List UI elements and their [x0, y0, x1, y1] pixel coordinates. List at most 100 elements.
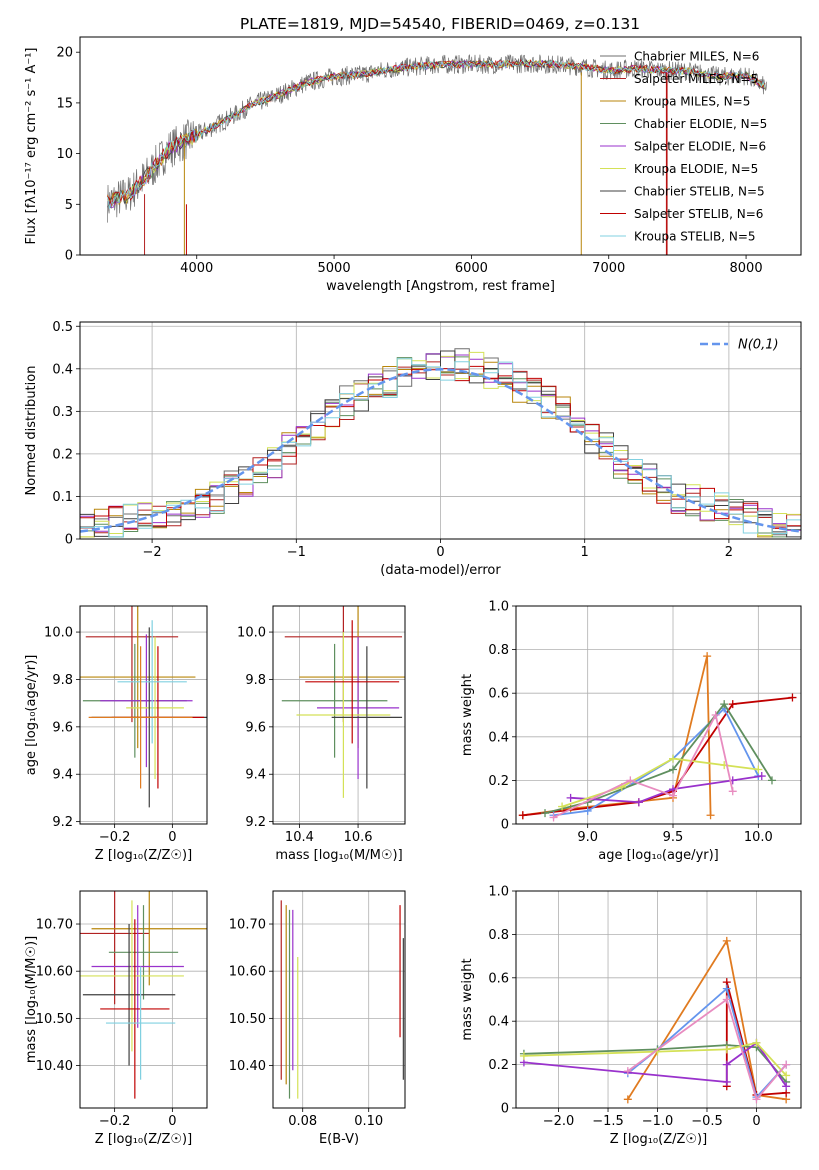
weight-series-line [627, 998, 787, 1102]
y-tick-label: 0.2 [52, 447, 73, 462]
axes-frame [272, 605, 406, 825]
x-tick-label: −1.5 [592, 1114, 624, 1129]
weight-point-marker [722, 1060, 731, 1069]
plot-area [519, 936, 791, 1104]
x-tick-label: 9.5 [663, 830, 684, 845]
weight-point-marker [782, 1060, 791, 1069]
weight-point-marker [782, 1071, 791, 1080]
histogram-series [80, 358, 801, 538]
x-axis-label: mass [log₁₀(M/M☉)] [275, 848, 402, 863]
weight-point-marker [754, 765, 763, 774]
x-tick-label: 9.0 [577, 830, 598, 845]
legend-label: Chabrier STELIB, N=5 [634, 185, 765, 199]
y-tick-label: 0 [65, 533, 73, 548]
x-axis-label: age [log₁₀(age/yr)] [598, 848, 719, 863]
y-tick-label: 10.60 [229, 965, 266, 980]
weight-point-marker [752, 1038, 761, 1047]
weight-point-marker [788, 693, 797, 702]
axes-frame [79, 890, 208, 1109]
weight-point-marker [583, 806, 592, 815]
x-tick-label: −0.5 [691, 1114, 723, 1129]
x-tick-label: 10.6 [344, 830, 373, 845]
y-tick-label: 9.8 [245, 673, 266, 688]
y-tick-label: 20 [56, 46, 73, 61]
y-tick-label: 10.50 [229, 1012, 266, 1027]
x-tick-label: −2.0 [543, 1114, 575, 1129]
plot-area [80, 891, 207, 1099]
y-tick-label: 9.6 [52, 720, 73, 735]
y-tick-label: 10.0 [237, 626, 266, 641]
weight-point-marker [669, 765, 678, 774]
plot-area [280, 900, 404, 1099]
weight-series-line [725, 981, 787, 1096]
x-tick-label: 6000 [455, 261, 488, 276]
y-tick-label: 9.6 [245, 720, 266, 735]
y-axis-label: mass [log₁₀(M/M☉)] [24, 936, 39, 1063]
y-tick-label: 9.4 [245, 768, 266, 783]
axes-frame [515, 605, 802, 825]
y-tick-label: 10.70 [229, 918, 266, 933]
axes-frame [79, 36, 802, 256]
plot-area [80, 606, 207, 808]
x-tick-label: 7000 [592, 261, 625, 276]
weight-point-marker [558, 802, 567, 811]
legend-label: Kroupa MILES, N=5 [634, 95, 750, 109]
x-axis-label: wavelength [Angstrom, rest frame] [326, 279, 555, 294]
axes-frame [272, 890, 406, 1109]
gaussian-curve [80, 368, 801, 533]
chart-age-vs-Z: −0.2 0 9.2 9.4 9.6 9.8 10.0 Z [log₁₀(Z/Z☉)] age … [24, 605, 208, 863]
y-tick-label: 1.0 [488, 885, 509, 900]
x-tick-label: 4000 [180, 261, 213, 276]
y-tick-label: 0.2 [488, 1058, 509, 1073]
plot-area [518, 652, 797, 822]
y-tick-label: 0 [501, 1102, 509, 1117]
x-tick-label: −0.2 [99, 830, 131, 845]
legend-label: Kroupa ELODIE, N=5 [634, 162, 758, 176]
weight-point-marker [782, 1082, 791, 1091]
weight-point-marker [767, 776, 776, 785]
y-axis-label: mass weight [460, 958, 475, 1040]
y-tick-label: 0.5 [52, 320, 73, 335]
x-tick-label: 2 [725, 545, 733, 560]
plot-area [281, 606, 405, 798]
weight-point-marker [722, 995, 731, 1004]
y-tick-label: 10.40 [229, 1059, 266, 1074]
y-tick-label: 10.0 [44, 626, 73, 641]
weight-point-marker [669, 754, 678, 763]
y-axis-label: age [log₁₀(age/yr)] [24, 655, 39, 776]
x-tick-label: 0 [436, 545, 444, 560]
x-tick-label: −0.2 [99, 1114, 131, 1129]
y-tick-label: 0.4 [52, 362, 73, 377]
x-axis-label: E(B-V) [319, 1132, 359, 1147]
weight-point-marker [549, 813, 558, 822]
x-tick-label: 10.0 [744, 830, 773, 845]
y-tick-label: 0.6 [488, 687, 509, 702]
x-tick-label: −1 [287, 545, 306, 560]
y-tick-label: 10.70 [36, 918, 73, 933]
weight-point-marker [728, 787, 737, 796]
y-tick-label: 0.8 [488, 928, 509, 943]
plot-area [80, 348, 801, 538]
legend-label: Kroupa STELIB, N=5 [634, 230, 756, 244]
y-tick-label: 9.4 [52, 768, 73, 783]
weight-point-marker [623, 1095, 632, 1104]
axes-frame [79, 321, 802, 540]
x-tick-label: −2 [143, 545, 162, 560]
y-axis-label: Normed distribution [24, 366, 39, 496]
y-tick-label: 9.8 [52, 673, 73, 688]
weight-point-marker [518, 811, 527, 820]
legend-label: Salpeter MILES, N=5 [634, 72, 758, 86]
y-tick-label: 0.2 [488, 774, 509, 789]
weight-point-marker [728, 700, 737, 709]
spectrum-series-line [107, 59, 766, 210]
legend-label: Chabrier ELODIE, N=5 [634, 117, 767, 131]
x-tick-label: 8000 [730, 261, 763, 276]
chart-mass-vs-Z: −0.2 0 10.40 10.50 10.60 10.70 Z [log₁₀(Z/Z☉)]… [24, 890, 208, 1147]
x-axis-label: (data-model)/error [380, 563, 501, 578]
legend-label: N(0,1) [738, 338, 779, 353]
legend-label: Chabrier MILES, N=6 [634, 50, 759, 64]
x-tick-label: 10.4 [285, 830, 314, 845]
figure-title: PLATE=1819, MJD=54540, FIBERID=0469, z=0… [240, 15, 640, 33]
weight-point-marker [519, 1051, 528, 1060]
y-tick-label: 10.50 [36, 1012, 73, 1027]
